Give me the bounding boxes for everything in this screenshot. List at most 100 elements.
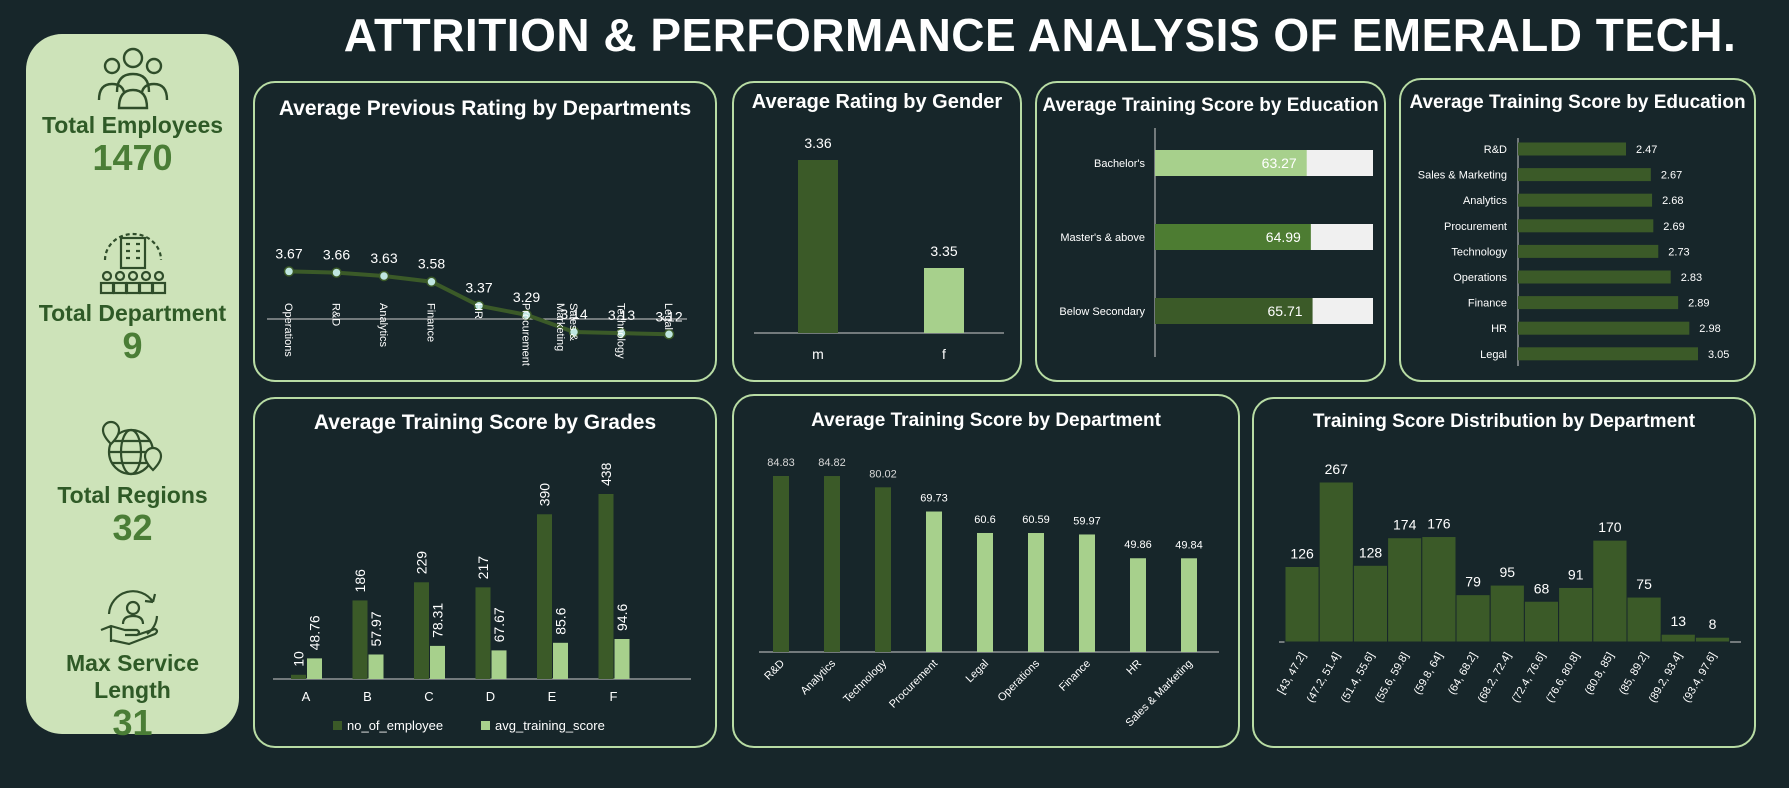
tick-label: R&D: [330, 303, 342, 326]
data-label: 63.27: [1262, 155, 1297, 171]
tick-label: Technology: [1451, 246, 1507, 258]
bar-no-of-employee: [414, 582, 429, 679]
bar-no-of-employee: [599, 494, 614, 679]
tick-label: (72.4, 76.6]: [1510, 651, 1548, 705]
data-label: 176: [1427, 516, 1451, 532]
tick-label: f: [942, 346, 946, 362]
data-label: 57.97: [368, 611, 384, 646]
data-label: 49.84: [1175, 539, 1203, 551]
data-label: 94.6: [614, 604, 630, 631]
tick-label: Legal: [1480, 349, 1507, 361]
tick-label: Operations: [996, 657, 1043, 704]
data-label: 68: [1534, 580, 1550, 596]
tick-label: Procurement: [520, 303, 532, 366]
tick-label: (93.4, 97.6]: [1681, 651, 1719, 705]
bar: [824, 476, 840, 652]
bar: [926, 512, 942, 652]
bar-chart-training-education: 63.27Bachelor's64.99Master's & above65.7…: [1037, 83, 1384, 380]
bar-avg-training-score: [369, 654, 384, 679]
histogram-bin: [1695, 637, 1729, 642]
data-label: 2.73: [1668, 246, 1689, 258]
data-label: 79: [1465, 574, 1481, 590]
data-label: 438: [598, 462, 614, 486]
bar: [875, 487, 891, 652]
legend-swatch-avg-training-score: [481, 721, 490, 730]
data-label: 80.02: [869, 468, 897, 480]
histogram-bin: [1661, 634, 1695, 642]
tick-label: (68.2, 72.4]: [1476, 651, 1514, 705]
dashboard-title: ATTRITION & PERFORMANCE ANALYSIS OF EMER…: [300, 8, 1780, 62]
data-label: 3.66: [323, 247, 350, 263]
data-label: 75: [1636, 576, 1652, 592]
tick-label: Sales &Marketing: [554, 303, 579, 351]
data-label: 390: [537, 483, 553, 507]
data-label: 267: [1325, 461, 1349, 477]
bar-chart-rating-gender: 3.36 m 3.35 f: [734, 83, 1020, 380]
data-point: [665, 330, 674, 339]
data-label: 84.82: [818, 457, 846, 469]
data-label: 65.71: [1268, 303, 1303, 319]
building-icon: [95, 230, 171, 298]
tick-label: F: [610, 689, 618, 704]
tick-label: C: [424, 689, 433, 704]
kpi-value: 9: [26, 327, 239, 365]
tick-label: (80.8, 85]: [1583, 651, 1617, 697]
bar-avg-training-score: [615, 639, 630, 679]
histogram-bin: [1456, 595, 1490, 642]
bar: [1518, 168, 1651, 181]
kpi-total-department: Total Department 9: [26, 230, 239, 365]
histogram-training-dist: 126 [43, 47.2] 267 (47.2, 51.4] 128 (51.4, 55…: [1254, 399, 1754, 746]
data-label: 170: [1598, 519, 1622, 535]
histogram-bin: [1285, 566, 1319, 642]
tick-label: [43, 47.2]: [1275, 651, 1308, 697]
panel-prev-rating-dept: Average Previous Rating by Departments 3…: [253, 81, 717, 382]
tick-label: Bachelor's: [1094, 158, 1146, 170]
kpi-label: Max Service Length: [26, 650, 239, 704]
legend-swatch-no-of-employee: [333, 721, 342, 730]
data-label: 2.69: [1663, 221, 1684, 233]
data-label: 49.86: [1124, 539, 1152, 551]
tick-label: Analytics: [1463, 195, 1508, 207]
data-label: 60.6: [974, 514, 995, 526]
data-label: 69.73: [920, 493, 948, 505]
tick-label: Operations: [1453, 272, 1507, 284]
histogram-bin: [1388, 538, 1422, 642]
data-label: 59.97: [1073, 515, 1101, 527]
tick-label: Analytics: [799, 657, 839, 697]
kpi-max-service-length: Max Service Length 31: [26, 586, 239, 742]
data-label: 126: [1290, 545, 1314, 561]
tick-label: (59.8, 64]: [1412, 651, 1446, 697]
data-label: 3.63: [370, 250, 397, 266]
panel-training-dist: Training Score Distribution by Departmen…: [1252, 397, 1756, 748]
tick-label: Below Secondary: [1059, 306, 1145, 318]
data-label: 64.99: [1266, 229, 1301, 245]
data-label: 3.58: [418, 256, 445, 272]
team-icon: [95, 42, 171, 110]
bar: [1518, 322, 1689, 335]
tick-label: HR: [1491, 323, 1507, 335]
kpi-value: 31: [26, 704, 239, 742]
bar: [1518, 143, 1626, 156]
tick-label: Sales & Marketing: [1418, 170, 1507, 182]
tick-label: Technology: [615, 303, 627, 359]
panel-training-education: Average Training Score by Education 63.2…: [1035, 81, 1386, 382]
tick-label: (51.4, 55.6]: [1339, 651, 1377, 705]
bar-avg-training-score: [307, 658, 322, 679]
data-label: 3.35: [930, 243, 957, 259]
bar-chart-training-dept: 84.83R&D84.82Analytics80.02Technology69.…: [734, 396, 1238, 746]
tick-label: (47.2, 51.4]: [1305, 651, 1343, 705]
data-label: 217: [475, 556, 491, 580]
bar: [1028, 533, 1044, 652]
histogram-bin: [1353, 565, 1387, 642]
kpi-total-employees: Total Employees 1470: [26, 42, 239, 177]
data-point: [380, 272, 389, 281]
tick-label: Technology: [841, 657, 889, 705]
tick-label: Finance: [425, 303, 437, 342]
data-label: 13: [1671, 613, 1687, 629]
data-point: [285, 267, 294, 276]
tick-label: (76.6, 80.8]: [1544, 651, 1582, 705]
data-label: 84.83: [767, 457, 795, 469]
panel-rating-gender: Average Rating by Gender 3.36 m 3.35 f: [732, 81, 1022, 382]
histogram-bin: [1593, 540, 1627, 642]
data-label: 3.67: [275, 245, 302, 261]
